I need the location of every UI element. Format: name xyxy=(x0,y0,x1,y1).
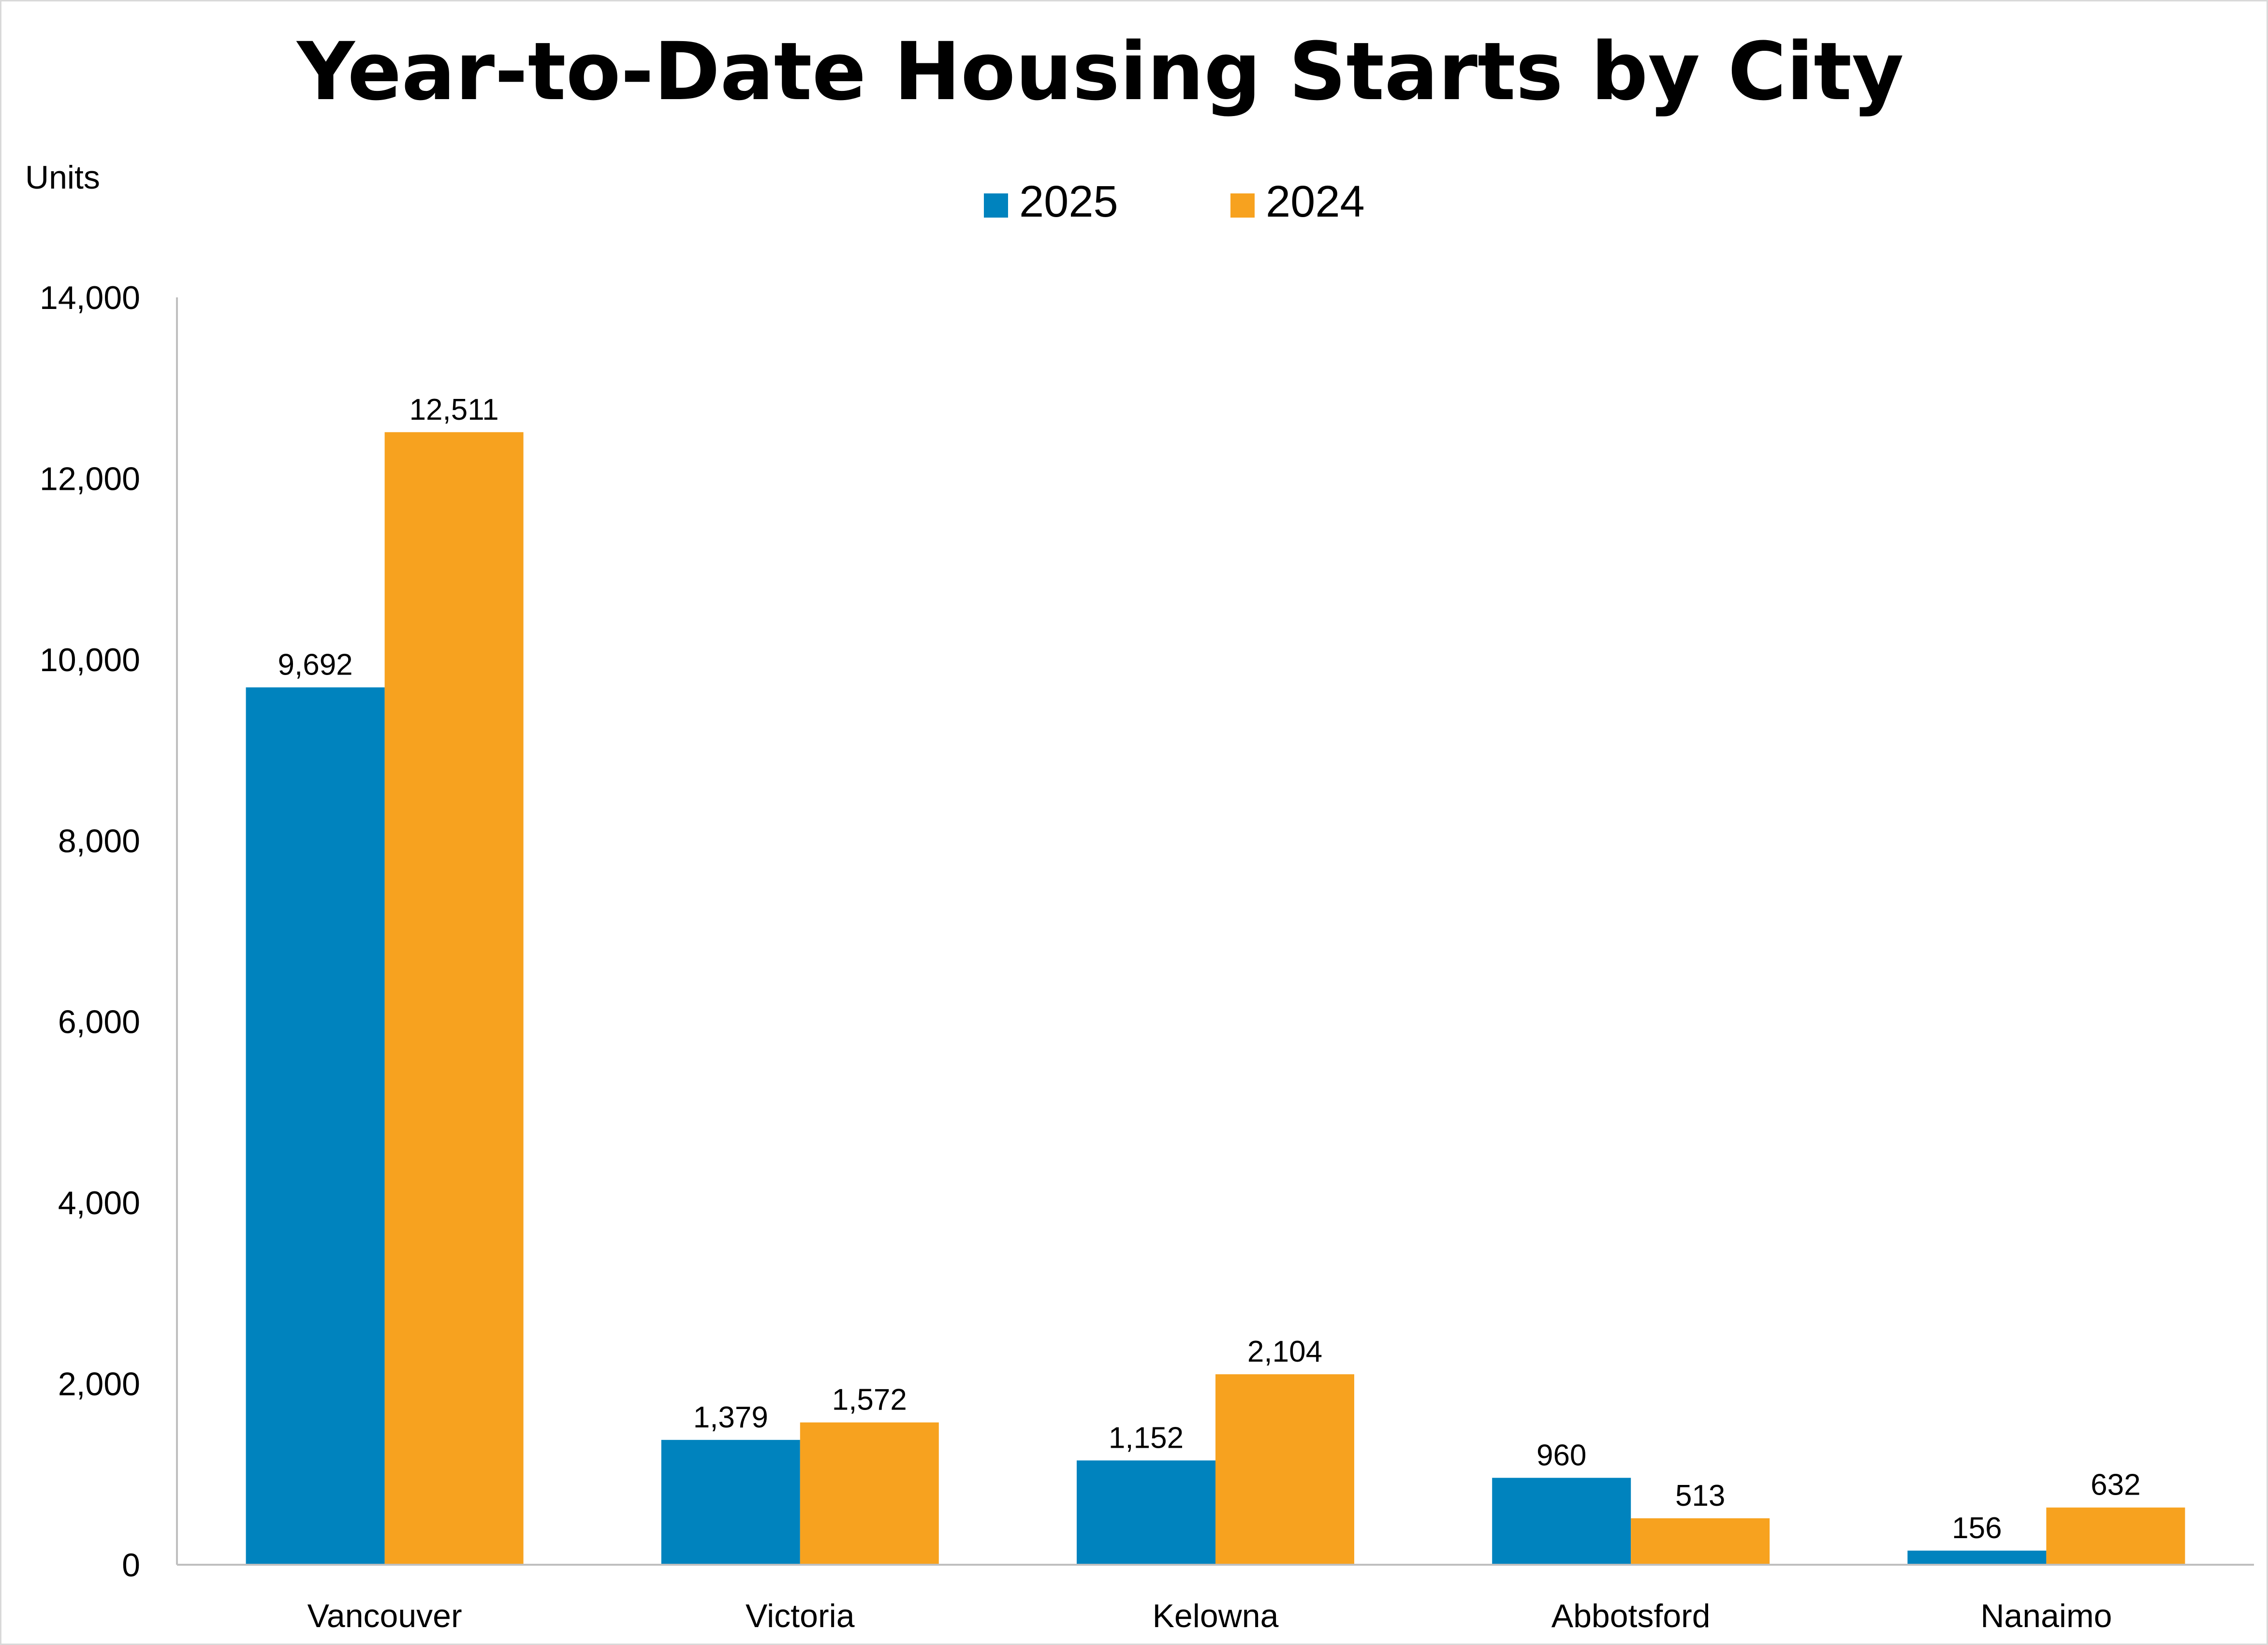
y-tick-label: 14,000 xyxy=(40,279,140,316)
bar-2024-abbotsford xyxy=(1631,1518,1770,1565)
y-tick-label: 0 xyxy=(122,1547,140,1584)
y-tick-label: 8,000 xyxy=(58,822,140,859)
bars xyxy=(246,432,2185,1565)
legend: 2025 2024 xyxy=(984,177,1365,226)
bar-value-label: 9,692 xyxy=(278,648,353,682)
x-tick-label: Victoria xyxy=(746,1598,855,1634)
chart-title: Year-to-Date Housing Starts by City xyxy=(296,25,1904,118)
x-tick-label: Vancouver xyxy=(307,1598,462,1634)
bar-2025-vancouver xyxy=(246,687,385,1565)
bar-2024-victoria xyxy=(800,1422,939,1565)
x-tick-label: Nanaimo xyxy=(1980,1598,2112,1634)
bar-value-label: 632 xyxy=(2091,1469,2140,1502)
x-axis-ticks: Vancouver Victoria Kelowna Abbotsford Nanaim… xyxy=(307,1598,2112,1634)
bar-2025-abbotsford xyxy=(1492,1478,1631,1565)
bar-2025-kelowna xyxy=(1077,1460,1215,1565)
bar-value-label: 12,511 xyxy=(410,393,499,426)
y-tick-label: 10,000 xyxy=(40,642,140,678)
legend-swatch-2025 xyxy=(984,193,1008,218)
bar-labels: 9,692 12,511 1,379 1,572 1,152 2,104 960 513 156… xyxy=(278,393,2141,1545)
y-axis-ticks: 0 2,000 4,000 6,000 8,000 10,000 12,000 14,000 xyxy=(40,279,140,1584)
y-tick-label: 2,000 xyxy=(58,1366,140,1403)
bar-value-label: 1,152 xyxy=(1109,1421,1184,1454)
bar-2024-kelowna xyxy=(1215,1374,1354,1565)
bar-2025-nanaimo xyxy=(1907,1550,2047,1565)
bar-2025-victoria xyxy=(661,1439,800,1565)
legend-label-2025: 2025 xyxy=(1019,177,1118,226)
y-axis-label: Units xyxy=(25,159,100,196)
bar-value-label: 2,104 xyxy=(1247,1335,1322,1368)
bar-value-label: 156 xyxy=(1952,1512,2002,1545)
y-tick-label: 12,000 xyxy=(40,460,140,497)
legend-swatch-2024 xyxy=(1230,193,1255,218)
x-tick-label: Kelowna xyxy=(1153,1598,1279,1634)
bar-value-label: 960 xyxy=(1536,1439,1586,1472)
x-tick-label: Abbotsford xyxy=(1551,1598,1711,1634)
bar-value-label: 513 xyxy=(1675,1479,1725,1513)
y-tick-label: 4,000 xyxy=(58,1185,140,1221)
bar-2024-nanaimo xyxy=(2046,1507,2185,1565)
bar-2024-vancouver xyxy=(384,432,524,1565)
legend-label-2024: 2024 xyxy=(1266,177,1365,226)
bar-value-label: 1,572 xyxy=(832,1383,907,1417)
y-tick-label: 6,000 xyxy=(58,1004,140,1041)
bar-value-label: 1,379 xyxy=(693,1401,768,1434)
